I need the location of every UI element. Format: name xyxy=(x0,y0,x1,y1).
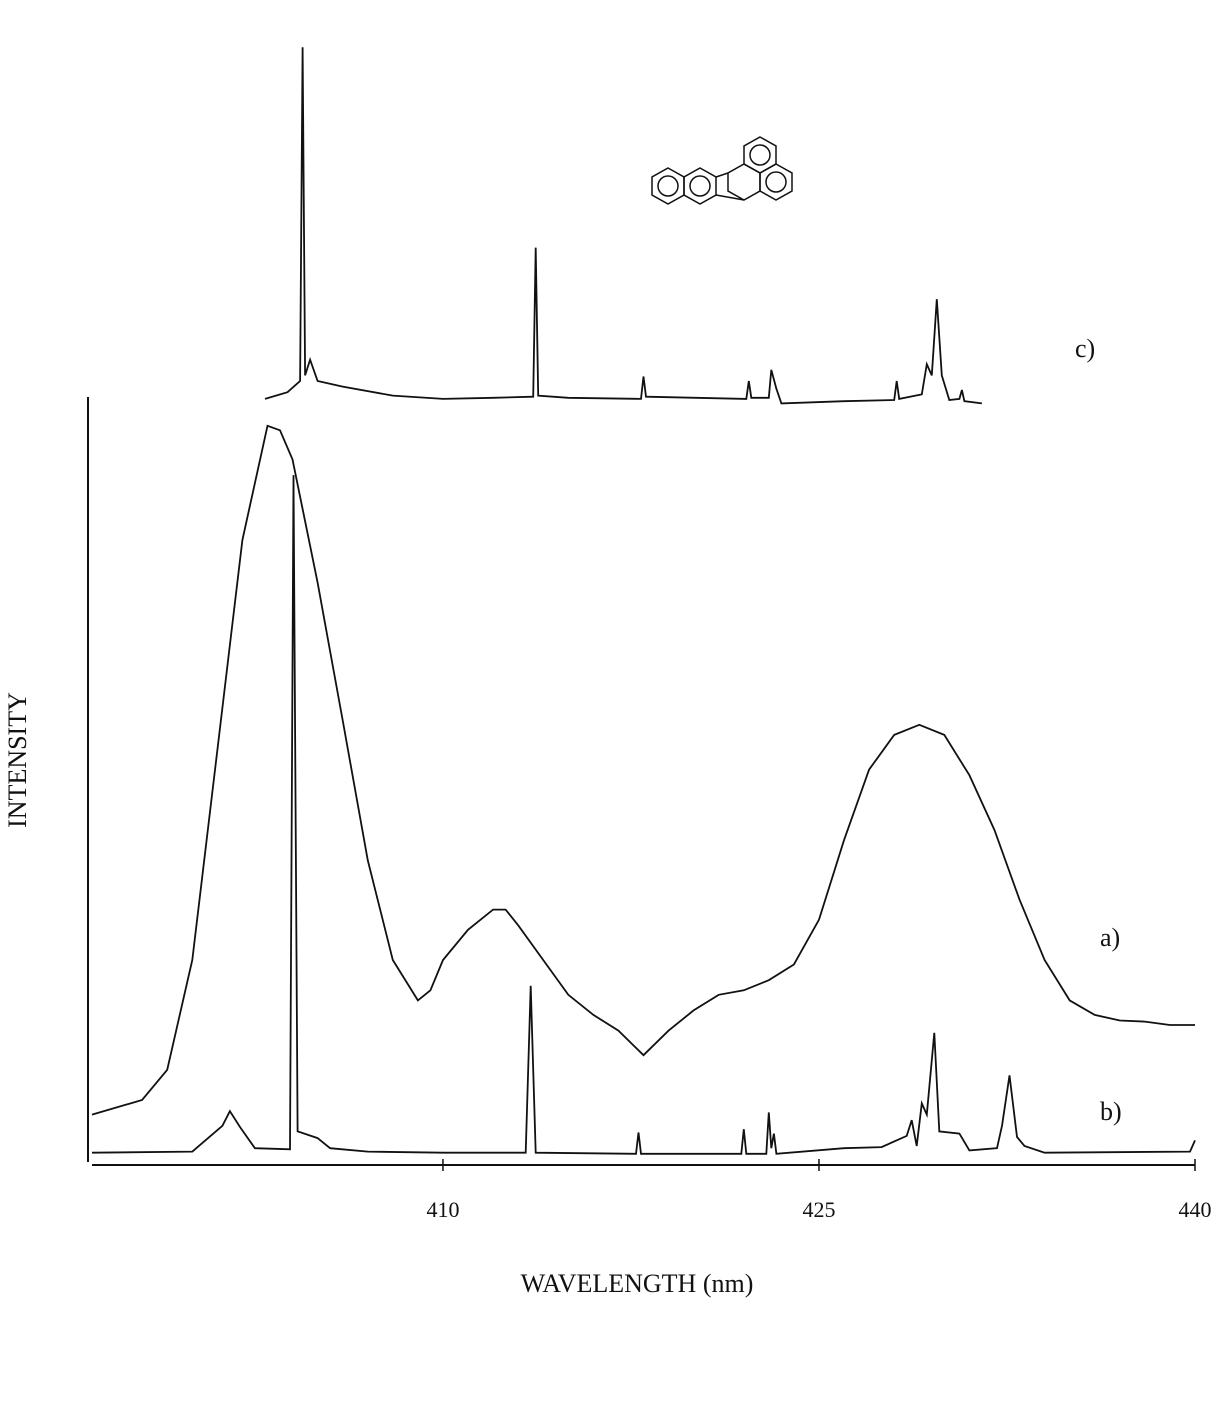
series-label: b) xyxy=(1100,1097,1122,1126)
y-axis-label: INTENSITY xyxy=(3,692,32,828)
series-label: a) xyxy=(1100,923,1120,952)
molecule xyxy=(651,136,793,205)
x-axis-label: WAVELENGTH (nm) xyxy=(521,1269,754,1298)
spectrum-line xyxy=(91,424,1195,1116)
spectrum-line xyxy=(91,475,1196,1155)
x-tick-label: 440 xyxy=(1179,1197,1212,1222)
x-tick-label: 410 xyxy=(426,1197,459,1222)
series-label: c) xyxy=(1075,334,1095,363)
spectrum-line xyxy=(264,47,983,405)
x-tick-label: 425 xyxy=(802,1197,835,1222)
